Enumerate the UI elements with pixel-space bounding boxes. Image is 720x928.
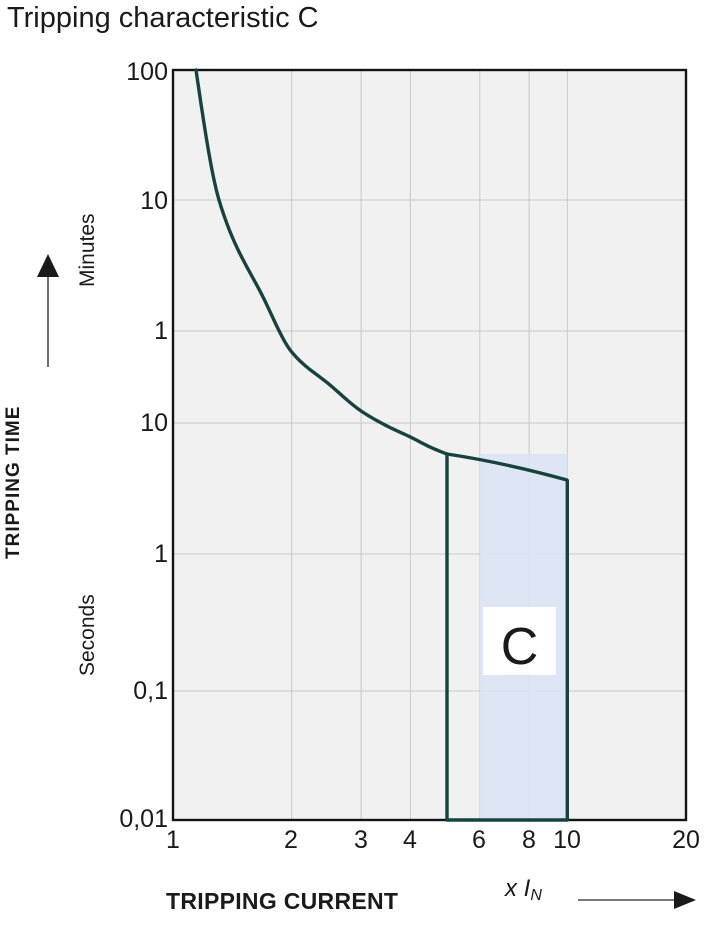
svg-text:C: C <box>501 618 539 676</box>
